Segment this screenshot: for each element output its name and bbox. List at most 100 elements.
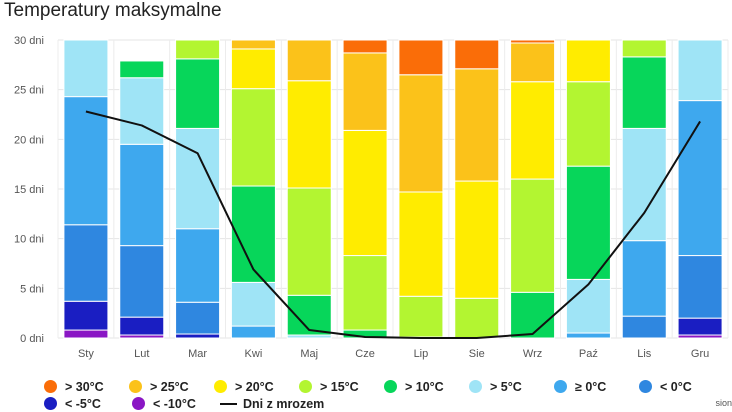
bar-stack-Cze [342, 39, 388, 339]
x-axis-ticks: Sty Lut Mar Kwi Maj Cze Lip Sie Wrz Paź Lis Gru [78, 348, 709, 360]
legend-item-below-minus-10[interactable]: < -10°C [132, 397, 220, 411]
bar-segment [286, 80, 332, 189]
legend-item-above-25[interactable]: > 25°C [129, 380, 214, 394]
y-axis-ticks: 0 dni 5 dni 10 dni 15 dni 20 dni 25 dni 30 dni [14, 35, 44, 345]
legend-label: > 25°C [150, 379, 189, 394]
bar-segment [621, 240, 667, 317]
bar-segment [565, 165, 611, 280]
legend-item-above-20[interactable]: > 20°C [214, 380, 299, 394]
legend-label: Dni z mrozem [243, 396, 325, 411]
bar-stack-Gru [677, 39, 723, 339]
bar-segment [230, 281, 276, 327]
legend-label: ≥ 0°C [575, 379, 607, 394]
legend-item-below-0[interactable]: < 0°C [639, 380, 724, 394]
bar-segment [119, 60, 165, 79]
legend-row-1: > 30°C > 25°C > 20°C > 15°C > 10°C > 5°C… [44, 378, 724, 395]
bar-segment [454, 68, 500, 182]
bar-stack-Kwi [230, 39, 276, 339]
bar-segment [63, 329, 109, 339]
line-path [85, 110, 701, 339]
bar-segment [230, 39, 276, 50]
bar-segment [677, 39, 723, 102]
legend-label: < -10°C [153, 396, 196, 411]
credit-text: sion [715, 398, 732, 408]
bar-stack-Lip [398, 39, 444, 339]
bar-segment [454, 39, 500, 70]
bar-segment [286, 39, 332, 82]
bar-segment [230, 88, 276, 187]
x-tick-label: Sty [78, 348, 94, 360]
bar-segment [175, 127, 221, 230]
x-tick-label: Kwi [245, 348, 263, 360]
bar-segment [621, 127, 667, 242]
bar-stacks [63, 39, 723, 339]
bar-stack-Sie [454, 39, 500, 339]
bar-segment [510, 291, 556, 339]
legend-label: > 20°C [235, 379, 274, 394]
bar-segment [175, 333, 221, 339]
bar-segment [398, 39, 444, 76]
legend-label: > 15°C [320, 379, 359, 394]
legend-item-above-30[interactable]: > 30°C [44, 380, 129, 394]
gridlines [57, 39, 729, 339]
bar-segment [454, 180, 500, 299]
x-tick-label: Cze [355, 348, 375, 360]
bar-segment [342, 255, 388, 331]
legend: > 30°C > 25°C > 20°C > 15°C > 10°C > 5°C… [44, 378, 724, 412]
x-tick-label: Lut [134, 348, 149, 360]
legend-item-above-5[interactable]: > 5°C [469, 380, 554, 394]
legend-item-above-15[interactable]: > 15°C [299, 380, 384, 394]
bar-segment [621, 56, 667, 129]
legend-row-2: < -5°C < -10°C Dni z mrozem [44, 395, 724, 412]
bar-stack-Paź [565, 39, 611, 339]
bar-segment [454, 297, 500, 339]
bar-segment [565, 39, 611, 83]
bar-segment [342, 129, 388, 257]
bar-segment [63, 300, 109, 331]
bar-stack-Mar [175, 39, 221, 339]
legend-swatch [554, 380, 567, 393]
legend-label: < -5°C [65, 396, 101, 411]
legend-swatch [129, 380, 142, 393]
bar-segment [286, 294, 332, 336]
bar-segment [565, 332, 611, 339]
bar-segment [677, 255, 723, 319]
x-tick-label: Maj [300, 348, 318, 360]
bar-segment [398, 74, 444, 193]
x-tick-label: Lip [414, 348, 429, 360]
legend-label: > 5°C [490, 379, 522, 394]
bar-segment [63, 224, 109, 302]
bar-segment [510, 81, 556, 180]
bar-segment [621, 315, 667, 339]
y-tick-label: 30 dni [14, 35, 44, 47]
x-tick-label: Lis [637, 348, 652, 360]
chart-plot: 0 dni 5 dni 10 dni 15 dni 20 dni 25 dni 30 dni… [14, 35, 729, 360]
bar-segment [677, 317, 723, 336]
frost-days-line [85, 110, 701, 339]
bar-segment [510, 39, 556, 44]
bar-segment [342, 52, 388, 131]
bar-segment [510, 42, 556, 83]
legend-swatch [384, 380, 397, 393]
legend-item-frost-days[interactable]: Dni z mrozem [220, 397, 400, 411]
bar-segment [565, 81, 611, 167]
y-tick-label: 5 dni [20, 283, 44, 295]
bar-stack-Wrz [510, 39, 556, 339]
x-tick-label: Gru [691, 348, 709, 360]
y-tick-label: 20 dni [14, 134, 44, 146]
bar-segment [398, 191, 444, 297]
bar-segment [175, 58, 221, 129]
bar-segment [342, 39, 388, 54]
bar-segment [119, 59, 165, 62]
bar-segment [175, 228, 221, 303]
legend-item-below-minus-5[interactable]: < -5°C [44, 397, 132, 411]
legend-line-marker [220, 402, 237, 405]
bar-segment [230, 325, 276, 339]
legend-item-above-10[interactable]: > 10°C [384, 380, 469, 394]
legend-item-at-least-0[interactable]: ≥ 0°C [554, 380, 639, 394]
legend-swatch [639, 380, 652, 393]
bar-segment [398, 295, 444, 338]
bar-segment [119, 77, 165, 145]
legend-swatch [44, 380, 57, 393]
legend-swatch [469, 380, 482, 393]
